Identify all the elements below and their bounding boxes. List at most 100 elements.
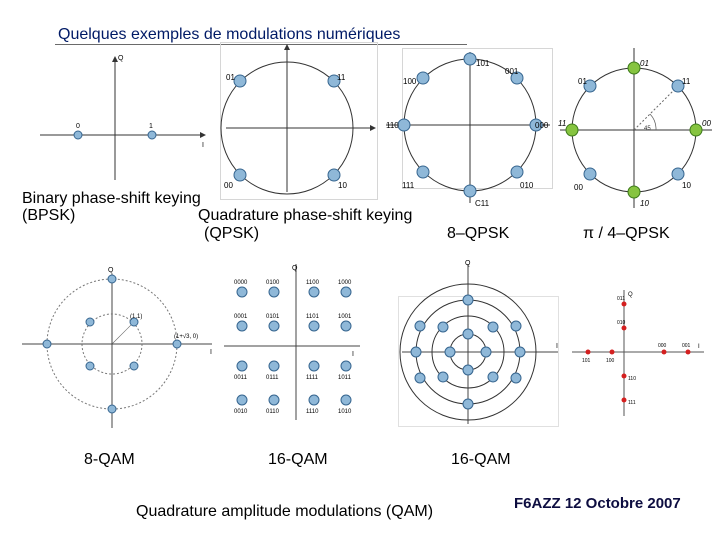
i-axis-label: I — [352, 351, 354, 358]
pi4qpsk-diagram: 45 01 11 00 10 01 11 00 10 — [558, 48, 712, 208]
constellation-points — [397, 52, 543, 198]
point-label: 01 — [640, 59, 649, 68]
point-label: 1011 — [338, 375, 352, 381]
q-axis-arrow — [112, 56, 118, 62]
frame — [402, 48, 553, 189]
i-axis-label: I — [210, 349, 212, 356]
angle-arc — [649, 113, 657, 131]
point-label: 00 — [702, 119, 711, 128]
point-label: (1+√3, 0) — [174, 333, 198, 340]
point-label: 10 — [682, 181, 691, 190]
i-axis-label: I — [698, 344, 700, 350]
point-label: 0000 — [234, 280, 248, 286]
point-label: 010 — [617, 320, 626, 326]
i-axis-label: I — [202, 142, 204, 149]
caption-qpsk-line2: (QPSK) — [204, 225, 260, 242]
point-label: (1,1) — [130, 314, 142, 320]
i-axis-arrow — [370, 125, 376, 131]
caption-bpsk-line1: Binary phase-shift keying — [22, 190, 201, 207]
point-label: 1000 — [338, 280, 352, 286]
constellation-points — [585, 301, 691, 403]
point-label: 0101 — [266, 314, 280, 320]
q-axis-label: Q — [108, 267, 114, 274]
point-label: 000 — [535, 121, 549, 130]
q-axis-label: Q — [292, 265, 298, 272]
bitpair-diagram: Q I 011 010 000 001 101 100 110 111 — [572, 290, 704, 416]
q-axis-label: Q — [118, 55, 124, 62]
point-label: 111 — [402, 181, 415, 190]
constellation-point — [233, 74, 247, 88]
constellation-point — [73, 130, 83, 140]
slide-title: Quelques exemples de modulations numériq… — [58, 26, 401, 43]
point-label: 00 — [574, 183, 583, 192]
point-label: 000 — [658, 343, 667, 349]
caption-8psk: 8–QPSK — [447, 225, 510, 242]
point-label: C11 — [475, 199, 490, 208]
caption-16qam-square: 16-QAM — [268, 451, 328, 468]
i-axis-arrow — [200, 132, 206, 138]
point-label: 101 — [582, 358, 591, 364]
point-label: 1100 — [306, 280, 320, 286]
caption-8qam: 8-QAM — [84, 451, 135, 468]
bpsk-diagram: Q I 0 1 — [40, 55, 206, 180]
q-axis-label: Q — [465, 260, 471, 267]
green-points — [565, 61, 703, 199]
angle-label: 45 — [644, 126, 651, 132]
inner-circle — [81, 313, 143, 375]
point-label: 11 — [558, 119, 566, 128]
point-label: 10 — [640, 199, 649, 208]
point-label: 00 — [224, 181, 233, 190]
qam16a-diagram: Q I 0000 0100 1100 1000 0001 0101 1101 1… — [224, 264, 360, 420]
psk8-diagram: 101 100 001 110 000 111 010 C11 — [386, 48, 553, 208]
angle-ray — [633, 85, 679, 131]
signature: F6AZZ 12 Octobre 2007 — [514, 495, 681, 512]
point-label: 11 — [682, 77, 691, 86]
caption-qpsk-line1: Quadrature phase-shift keying — [198, 207, 413, 224]
constellation-point — [327, 74, 341, 88]
point-label: 1010 — [338, 409, 352, 415]
blue-points — [583, 79, 685, 181]
point-label: 1101 — [306, 314, 320, 320]
point-label: 001 — [505, 67, 519, 76]
point-label: 001 — [682, 343, 691, 349]
point-label: 0111 — [266, 375, 279, 381]
point-label: 1111 — [306, 375, 319, 381]
constellation-point — [327, 168, 341, 182]
point-label: 110 — [628, 376, 636, 382]
caption-pi4qpsk: π / 4–QPSK — [583, 225, 670, 242]
frame — [398, 296, 559, 427]
frame — [220, 42, 378, 200]
constellation-points — [410, 294, 526, 410]
point-label: 11 — [337, 73, 346, 82]
point-label: 0001 — [234, 314, 248, 320]
point-label: 01 — [578, 77, 587, 86]
constellation-points — [236, 286, 352, 406]
constellation-points — [42, 274, 182, 414]
constellation-point — [233, 168, 247, 182]
radius-line — [111, 321, 135, 345]
point-label: 010 — [520, 181, 534, 190]
point-label: 111 — [628, 400, 636, 406]
point-label: 110 — [386, 121, 399, 130]
point-label: 101 — [476, 59, 490, 68]
title-underline — [55, 44, 467, 45]
point-label: 011 — [617, 296, 625, 302]
point-label: 10 — [338, 181, 347, 190]
caption-16qam-circular: 16-QAM — [451, 451, 511, 468]
point-label: 1 — [149, 123, 153, 130]
point-label: 0011 — [234, 375, 248, 381]
point-label: 0010 — [234, 409, 248, 415]
point-label: 1110 — [306, 409, 319, 415]
unit-circle — [220, 61, 354, 195]
point-label: 100 — [403, 77, 417, 86]
qam8-diagram: Q I (1,1) (1+√3, 0) — [22, 267, 212, 428]
point-label: 01 — [226, 73, 235, 82]
q-axis-arrow — [284, 44, 290, 50]
point-label: 1001 — [338, 314, 352, 320]
point-label: 100 — [606, 358, 615, 364]
constellation-point — [147, 130, 157, 140]
caption-qam-footer: Quadrature amplitude modulations (QAM) — [136, 503, 434, 520]
point-label: 0 — [76, 123, 80, 130]
qpsk-diagram: 01 11 00 10 — [220, 42, 378, 200]
i-axis-label: I — [556, 343, 558, 350]
